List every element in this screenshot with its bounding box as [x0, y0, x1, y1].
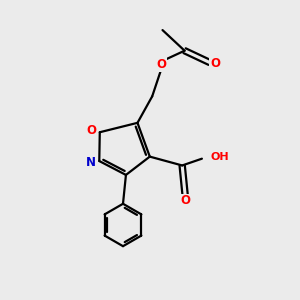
Text: N: N — [86, 156, 96, 169]
Text: OH: OH — [211, 152, 230, 162]
Text: O: O — [180, 194, 190, 207]
Text: O: O — [156, 58, 166, 71]
Text: O: O — [210, 57, 220, 70]
Text: O: O — [86, 124, 97, 137]
